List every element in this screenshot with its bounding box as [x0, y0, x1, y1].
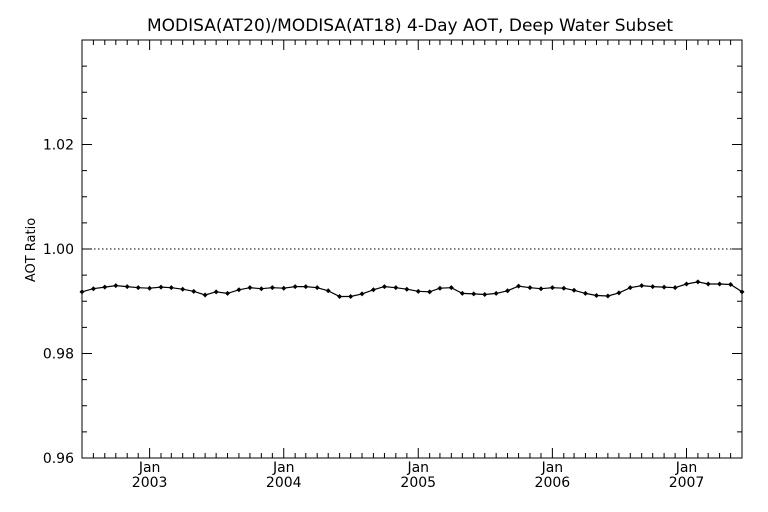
data-point — [739, 289, 745, 295]
data-point — [158, 284, 164, 290]
x-tick-month-label: Jan — [138, 460, 161, 476]
x-tick-year-label: 2007 — [669, 475, 705, 491]
data-point — [582, 290, 588, 296]
data-point — [705, 281, 711, 287]
data-point — [314, 285, 320, 291]
data-point — [236, 287, 242, 293]
data-point — [448, 285, 454, 291]
data-point — [482, 291, 488, 297]
data-point — [337, 294, 343, 300]
data-point — [593, 293, 599, 299]
y-tick-label: 0.96 — [43, 451, 74, 467]
x-tick-month-label: Jan — [675, 460, 698, 476]
data-point — [571, 287, 577, 293]
data-point — [269, 285, 275, 291]
data-point — [616, 290, 622, 296]
chart-title: MODISA(AT20)/MODISA(AT18) 4-Day AOT, Dee… — [147, 16, 673, 36]
data-point — [168, 285, 174, 291]
data-point — [381, 284, 387, 290]
data-point — [516, 283, 522, 289]
data-point — [437, 285, 443, 291]
data-point — [202, 292, 208, 298]
data-point — [684, 281, 690, 287]
data-point — [493, 290, 499, 296]
data-point — [90, 286, 96, 292]
data-point — [527, 285, 533, 291]
y-tick-label: 1.02 — [43, 138, 74, 154]
data-point — [79, 289, 85, 295]
x-tick-year-label: 2006 — [535, 475, 571, 491]
x-tick-month-label: Jan — [406, 460, 429, 476]
data-point — [415, 288, 421, 294]
data-point — [292, 284, 298, 290]
data-point — [459, 290, 465, 296]
x-tick-year-label: 2003 — [132, 475, 168, 491]
data-point — [258, 286, 264, 292]
data-point — [303, 284, 309, 290]
data-point — [147, 285, 153, 291]
data-point — [180, 286, 186, 292]
data-point — [404, 286, 410, 292]
data-point — [113, 283, 119, 289]
x-tick-month-label: Jan — [541, 460, 564, 476]
data-point — [717, 281, 723, 287]
x-tick-year-label: 2004 — [266, 475, 302, 491]
data-point — [191, 288, 197, 294]
data-point — [538, 286, 544, 292]
data-point — [605, 293, 611, 299]
data-point — [225, 290, 231, 296]
data-point — [561, 285, 567, 291]
data-point — [348, 294, 354, 300]
y-tick-label: 1.00 — [43, 242, 74, 258]
data-point — [135, 285, 141, 291]
data-point — [359, 291, 365, 297]
data-point — [505, 288, 511, 294]
data-point — [471, 291, 477, 297]
data-point — [370, 287, 376, 293]
data-point — [695, 279, 701, 285]
data-point — [728, 282, 734, 288]
data-point — [427, 289, 433, 295]
data-point — [639, 283, 645, 289]
data-point — [549, 285, 555, 291]
data-point — [661, 284, 667, 290]
data-point — [247, 285, 253, 291]
x-tick-year-label: 2005 — [400, 475, 436, 491]
data-point — [650, 284, 656, 290]
y-axis-label: AOT Ratio — [24, 218, 39, 282]
data-point — [213, 289, 219, 295]
data-point — [102, 284, 108, 290]
data-point — [124, 284, 130, 290]
data-point — [325, 288, 331, 294]
data-point — [672, 285, 678, 291]
y-tick-label: 0.98 — [43, 347, 74, 363]
x-tick-month-label: Jan — [272, 460, 295, 476]
data-point — [281, 285, 287, 291]
data-point — [627, 285, 633, 291]
data-point — [393, 285, 399, 291]
